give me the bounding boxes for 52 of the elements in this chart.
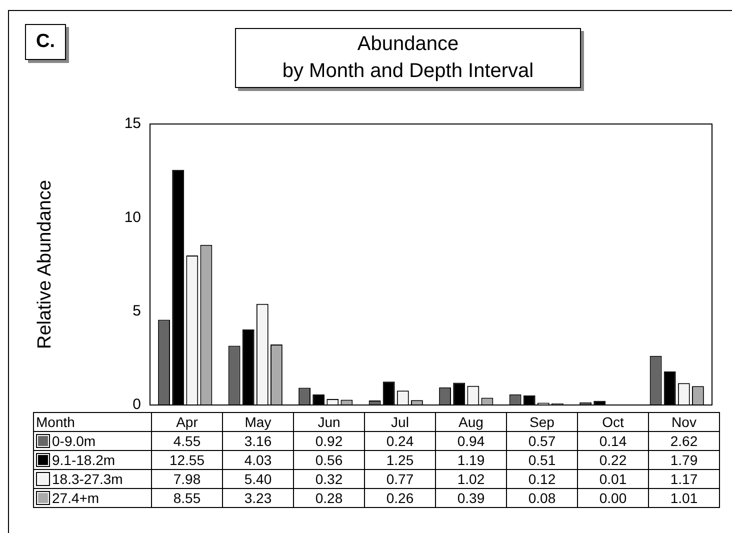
- x-axis-title: Month: [34, 412, 152, 432]
- data-label: 3.23: [222, 488, 294, 508]
- data-label: 0.92: [294, 432, 364, 450]
- data-label: 0.12: [506, 470, 578, 488]
- data-label: 4.03: [222, 450, 294, 470]
- data-label: 0.77: [364, 470, 436, 488]
- data-label: 0.01: [578, 470, 648, 488]
- data-label: 0.24: [364, 432, 436, 450]
- y-axis-title: Relative Abundance: [34, 180, 56, 350]
- data-label: 1.79: [648, 450, 720, 470]
- legend-label: 18.3-27.3m: [52, 471, 123, 487]
- x-tick-label: Apr: [152, 412, 222, 432]
- x-tick-label: Aug: [436, 412, 506, 432]
- data-label: 0.57: [506, 432, 578, 450]
- legend-label: 9.1-18.2m: [52, 452, 116, 468]
- legend-label: 0-9.0m: [52, 433, 96, 449]
- x-tick-label: Jul: [364, 412, 436, 432]
- data-label: 7.98: [152, 470, 222, 488]
- data-label: 8.55: [152, 488, 222, 508]
- data-label: 0.56: [294, 450, 364, 470]
- data-label: 12.55: [152, 450, 222, 470]
- data-label: 0.22: [578, 450, 648, 470]
- data-label: 0.28: [294, 488, 364, 508]
- data-label: 0.51: [506, 450, 578, 470]
- data-label: 1.19: [436, 450, 506, 470]
- data-label: 3.16: [222, 432, 294, 450]
- x-tick-label: Oct: [578, 412, 648, 432]
- data-label: 0.94: [436, 432, 506, 450]
- data-label: 0.00: [578, 488, 648, 508]
- data-label: 0.08: [506, 488, 578, 508]
- data-label: 0.14: [578, 432, 648, 450]
- data-label: 1.17: [648, 470, 720, 488]
- legend-label: 27.4+m: [52, 490, 100, 506]
- data-label: 5.40: [222, 470, 294, 488]
- y-tick-label: 10: [124, 208, 141, 226]
- y-tick-label: 15: [124, 115, 141, 132]
- data-label: 0.26: [364, 488, 436, 508]
- text: C.: [25, 24, 66, 60]
- data-label: 0.32: [294, 470, 364, 488]
- x-tick-label: Sep: [506, 412, 578, 432]
- x-tick-label: May: [222, 412, 294, 432]
- data-label: 1.25: [364, 450, 436, 470]
- y-tick-label: 5: [132, 302, 141, 320]
- data-label: 4.55: [152, 432, 222, 450]
- x-tick-label: Nov: [648, 412, 720, 432]
- data-label: 2.62: [648, 432, 720, 450]
- chart-title: Abundance by Month and Depth Interval: [235, 28, 581, 88]
- data-label: 0.39: [436, 488, 506, 508]
- x-tick-label: Jun: [294, 412, 364, 432]
- y-tick-label: 0: [132, 396, 141, 414]
- data-label: 1.01: [648, 488, 720, 508]
- data-label: 1.02: [436, 470, 506, 488]
